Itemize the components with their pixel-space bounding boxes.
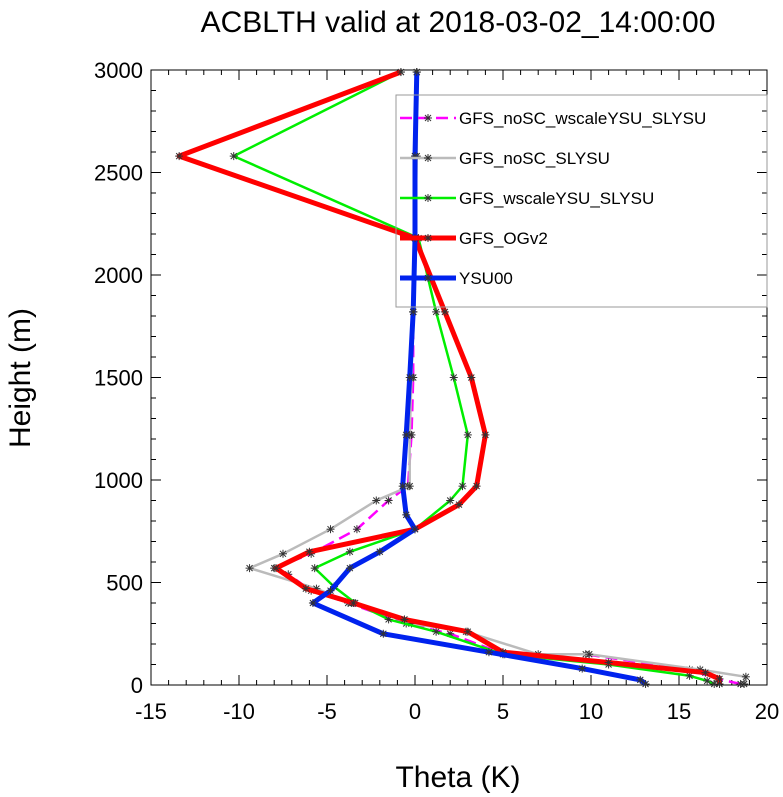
x-tick-label: 15: [667, 699, 691, 724]
data-point-marker: [458, 482, 467, 491]
legend-label: GFS_noSC_wscaleYSU_SLYSU: [459, 109, 706, 128]
data-point-marker: [412, 68, 421, 77]
data-point-marker: [449, 373, 458, 382]
x-tick-label: 10: [579, 699, 603, 724]
y-tick-label: 0: [131, 673, 143, 698]
data-point-marker: [484, 648, 493, 657]
data-point-marker: [372, 496, 381, 505]
x-tick-label: -15: [135, 699, 167, 724]
data-point-marker: [432, 627, 441, 636]
data-point-marker: [345, 547, 354, 556]
data-point-marker: [400, 615, 409, 624]
series-gfs-ogv2: [175, 68, 724, 688]
data-point-marker: [467, 373, 476, 382]
x-axis-label: Theta (K): [395, 761, 520, 794]
data-point-marker: [384, 496, 393, 505]
x-tick-label: 20: [755, 699, 779, 724]
data-point-marker: [405, 373, 414, 382]
data-point-marker: [715, 679, 724, 688]
y-tick-label: 2000: [94, 263, 143, 288]
x-tick-label: 5: [497, 699, 509, 724]
data-point-marker: [305, 547, 314, 556]
x-tick-label: -5: [317, 699, 337, 724]
series-line: [176, 69, 722, 684]
x-tick-label: 0: [409, 699, 421, 724]
data-point-marker: [585, 650, 594, 659]
data-point-marker: [472, 482, 481, 491]
data-point-marker: [741, 672, 750, 681]
legend-marker: [424, 234, 432, 242]
legend-box: [395, 94, 768, 308]
data-point-marker: [701, 668, 710, 677]
y-tick-label: 1500: [94, 366, 143, 391]
data-point-marker: [715, 674, 724, 683]
axes-layer: -15 -10 -5 0 5 10 15 20 0 500 1000 1500 2000 2500 3000: [94, 58, 779, 724]
legend: GFS_noSC_wscaleYSU_SLYSU GFS_noSC_SLYSU GF…: [395, 94, 768, 308]
data-point-marker: [379, 629, 388, 638]
data-point-marker: [455, 500, 463, 509]
data-point-marker: [345, 564, 354, 573]
data-point-marker: [229, 152, 238, 161]
y-tick-label: 3000: [94, 58, 143, 83]
data-point-marker: [578, 664, 587, 673]
data-point-marker: [409, 307, 418, 316]
data-point-marker: [402, 430, 411, 439]
legend-item: YSU00: [400, 269, 513, 288]
data-point-marker: [411, 525, 419, 534]
data-point-marker: [308, 599, 317, 607]
data-point-marker: [604, 658, 613, 667]
legend-label: YSU00: [459, 269, 513, 288]
legend-item: GFS_noSC_SLYSU: [400, 149, 610, 168]
data-point-marker: [440, 307, 449, 316]
data-point-marker: [301, 584, 310, 593]
legend-item: GFS_noSC_wscaleYSU_SLYSU: [400, 109, 706, 128]
data-point-marker: [396, 68, 405, 77]
x-tick-label: -10: [223, 699, 255, 724]
y-tick-label: 2500: [94, 161, 143, 186]
data-point-marker: [740, 679, 749, 688]
data-point-marker: [375, 547, 384, 556]
data-point-marker: [271, 564, 280, 573]
data-point-marker: [641, 679, 650, 688]
data-point-marker: [175, 152, 184, 161]
chart-title: ACBLTH valid at 2018-03-02_14:00:00: [201, 6, 716, 39]
legend-item: GFS_OGv2: [400, 229, 548, 248]
data-point-marker: [245, 564, 254, 573]
legend-item: GFS_wscaleYSU_SLYSU: [400, 189, 654, 208]
data-point-marker: [326, 586, 335, 595]
y-tick-label: 500: [106, 571, 143, 596]
data-point-marker: [279, 549, 287, 558]
legend-marker: [424, 194, 432, 202]
data-point-marker: [405, 482, 414, 491]
legend-marker: [424, 154, 432, 162]
series-ysu00: [308, 68, 650, 688]
data-point-marker: [432, 307, 441, 316]
data-point-marker: [446, 496, 455, 505]
data-point-marker: [636, 675, 645, 684]
legend-label: GFS_noSC_SLYSU: [459, 149, 610, 168]
legend-marker: [424, 274, 432, 282]
data-point-marker: [463, 430, 472, 439]
legend-label: GFS_OGv2: [459, 229, 548, 248]
data-point-marker: [352, 525, 361, 534]
series-line: [310, 71, 648, 686]
data-point-marker: [481, 430, 490, 439]
data-point-marker: [703, 676, 712, 685]
legend-label: GFS_wscaleYSU_SLYSU: [459, 189, 654, 208]
data-point-marker: [402, 510, 411, 519]
data-point-marker: [349, 599, 358, 607]
legend-marker: [424, 114, 432, 122]
data-point-marker: [398, 482, 407, 491]
data-point-marker: [463, 627, 472, 636]
y-tick-label: 1000: [94, 468, 143, 493]
y-axis-label: Height (m): [4, 308, 37, 448]
data-point-marker: [326, 525, 335, 534]
data-point-marker: [310, 564, 319, 573]
